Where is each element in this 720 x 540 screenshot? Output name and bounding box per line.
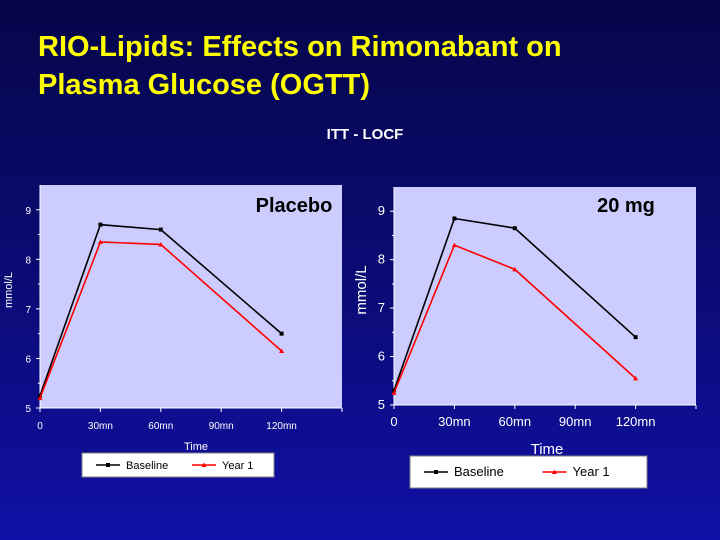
y-tick-label: 9 (25, 206, 31, 217)
x-axis-label: Time (531, 441, 564, 458)
y-tick-label: 9 (378, 203, 385, 218)
x-tick-label: 90mn (209, 421, 234, 432)
data-point-baseline (633, 335, 638, 340)
legend-label: Baseline (454, 464, 504, 479)
x-tick-label: 90mn (559, 414, 592, 429)
data-point-year1 (158, 241, 164, 247)
series-line-year1 (39, 241, 283, 399)
legend-label: Year 1 (222, 460, 253, 472)
chart-title: 20 mg (597, 195, 655, 217)
y-axis-label: mmol/L (353, 265, 370, 314)
y-tick-label: 5 (378, 397, 385, 412)
y-tick-label: 7 (378, 300, 385, 315)
x-tick-label: 60mn (499, 414, 532, 429)
legend-label: Baseline (126, 460, 168, 472)
plot-area (40, 185, 342, 408)
title-line-1: RIO-Lipids: Effects on Rimonabant on (38, 31, 562, 63)
chart-title: Placebo (256, 195, 333, 217)
series-line-year1 (393, 244, 637, 394)
x-tick-label: 0 (390, 414, 397, 429)
data-point-baseline (158, 227, 163, 232)
legend-label: Year 1 (573, 464, 610, 479)
series-line-baseline (39, 223, 283, 396)
x-tick-label: 120mn (266, 421, 297, 432)
data-point-year1 (451, 242, 457, 248)
y-axis-label: mmol/L (3, 272, 15, 308)
x-tick-label: 0 (37, 421, 43, 432)
data-point-baseline (98, 222, 103, 227)
slide-title: RIO-Lipids: Effects on Rimonabant on Pla… (38, 28, 698, 104)
x-tick-label: 60mn (148, 421, 173, 432)
y-tick-label: 5 (25, 404, 31, 415)
legend-box (409, 455, 648, 489)
legend-marker (434, 470, 438, 474)
data-point-year1 (279, 348, 285, 354)
x-tick-label: 120mn (616, 414, 656, 429)
legend-marker (201, 462, 207, 467)
y-tick-label: 8 (378, 252, 385, 267)
x-axis-label: Time (184, 441, 208, 453)
data-point-year1 (512, 266, 518, 272)
series-line-baseline (393, 217, 637, 391)
x-tick-label: 30mn (438, 414, 471, 429)
legend-marker (106, 463, 110, 467)
y-tick-label: 7 (25, 305, 31, 316)
data-point-year1 (37, 395, 43, 401)
data-point-baseline (452, 216, 457, 221)
y-tick-label: 8 (25, 255, 31, 266)
y-tick-label: 6 (25, 354, 31, 365)
data-point-year1 (633, 375, 639, 381)
slide-subtitle: ITT - LOCF (326, 126, 404, 143)
legend-marker (552, 469, 557, 474)
data-point-baseline (279, 331, 284, 336)
data-point-year1 (97, 239, 103, 244)
x-tick-label: 30mn (88, 421, 113, 432)
y-tick-label: 6 (378, 349, 385, 364)
data-point-baseline (512, 226, 517, 231)
title-line-2: Plasma Glucose (OGTT) (38, 69, 370, 101)
data-point-year1 (391, 390, 397, 395)
